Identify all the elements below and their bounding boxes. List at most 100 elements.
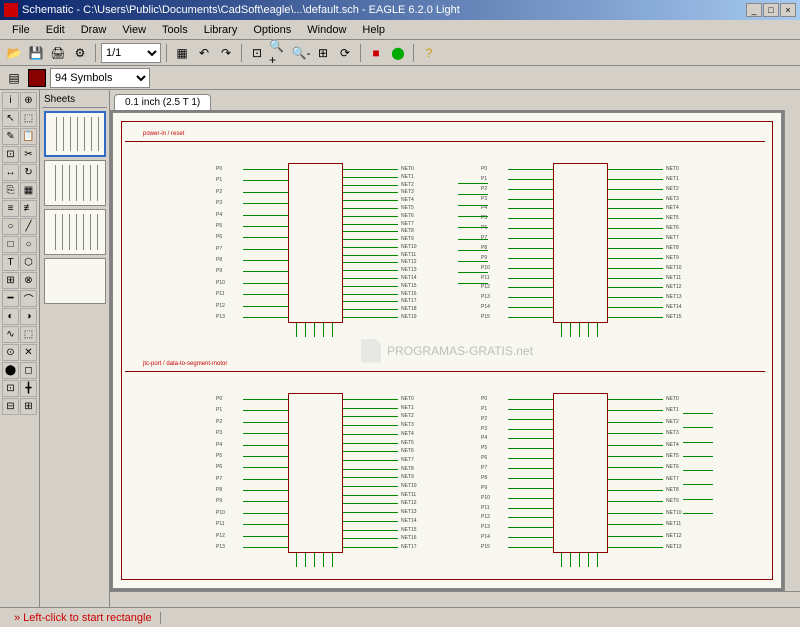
pin-net <box>343 512 398 513</box>
menu-window[interactable]: Window <box>299 22 354 38</box>
undo-icon[interactable]: ↶ <box>194 43 214 63</box>
tool-button-16-0[interactable]: ⊡ <box>2 380 19 397</box>
stop-icon[interactable]: ■ <box>366 43 386 63</box>
tool-button-0-0[interactable]: i <box>2 92 19 109</box>
menu-library[interactable]: Library <box>196 22 246 38</box>
tool-button-10-0[interactable]: ⊞ <box>2 272 19 289</box>
pin-label: NET16 <box>401 535 417 541</box>
tool-button-8-0[interactable]: □ <box>2 236 19 253</box>
tool-button-1-0[interactable]: ↖ <box>2 110 19 127</box>
pin-label: NET0 <box>401 396 414 402</box>
pin-net <box>508 468 553 469</box>
menu-view[interactable]: View <box>114 22 154 38</box>
tool-button-9-1[interactable]: ⬡ <box>20 254 37 271</box>
tool-button-12-0[interactable]: ◐ <box>2 308 19 325</box>
redo-icon[interactable]: ↷ <box>216 43 236 63</box>
print-icon[interactable]: 🖨 <box>48 43 68 63</box>
menu-edit[interactable]: Edit <box>38 22 73 38</box>
layer-color-swatch[interactable] <box>28 69 46 87</box>
tool-button-5-1[interactable]: ▦ <box>20 182 37 199</box>
tool-button-3-0[interactable]: ⊡ <box>2 146 19 163</box>
horizontal-scrollbar[interactable] <box>110 591 800 607</box>
cam-icon[interactable]: ⚙ <box>70 43 90 63</box>
titlebar: Schematic - C:\Users\Public\Documents\Ca… <box>0 0 800 20</box>
vertical-scrollbar[interactable] <box>784 110 800 591</box>
tool-button-12-1[interactable]: ◑ <box>20 308 37 325</box>
pin-net <box>343 451 398 452</box>
help-icon[interactable]: ? <box>419 43 439 63</box>
close-button[interactable]: × <box>780 3 796 17</box>
pin-net <box>608 189 663 190</box>
tool-button-4-1[interactable]: ↻ <box>20 164 37 181</box>
pin-label: NET11 <box>401 252 416 258</box>
sheet-thumb-1[interactable] <box>44 111 106 157</box>
maximize-button[interactable]: □ <box>763 3 779 17</box>
minimize-button[interactable]: _ <box>746 3 762 17</box>
tool-button-11-0[interactable]: ━ <box>2 290 19 307</box>
sheet-thumb-4[interactable] <box>44 258 106 304</box>
menu-tools[interactable]: Tools <box>154 22 196 38</box>
gnd-stub <box>588 323 589 337</box>
tool-button-9-0[interactable]: T <box>2 254 19 271</box>
refresh-icon[interactable]: ⟳ <box>335 43 355 63</box>
tool-button-5-0[interactable]: ⎘ <box>2 182 19 199</box>
tool-button-16-1[interactable]: ╋ <box>20 380 37 397</box>
zoom-out-icon[interactable]: 🔍- <box>291 43 311 63</box>
tool-button-1-1[interactable]: ⬚ <box>20 110 37 127</box>
save-icon[interactable]: 💾 <box>26 43 46 63</box>
zoom-select[interactable]: 1/1 <box>101 43 161 63</box>
schematic-canvas[interactable]: PROGRAMAS-GRATIS.net power-in / resetjtc… <box>112 112 782 589</box>
tool-button-13-1[interactable]: ⬚ <box>20 326 37 343</box>
pin-net <box>608 422 663 423</box>
title-text: Schematic - C:\Users\Public\Documents\Ca… <box>22 4 746 16</box>
zoom-sel-icon[interactable]: ⊞ <box>313 43 333 63</box>
pin-net <box>243 226 288 227</box>
pin-label: NET19 <box>401 314 417 320</box>
tool-button-11-1[interactable]: ⌒ <box>20 290 37 307</box>
menu-help[interactable]: Help <box>354 22 393 38</box>
menu-draw[interactable]: Draw <box>73 22 115 38</box>
pin-label: P14 <box>481 304 490 310</box>
pin-label: NET12 <box>666 284 682 290</box>
pin-label: NET2 <box>666 419 679 425</box>
open-icon[interactable]: 📂 <box>4 43 24 63</box>
pin-net <box>608 445 663 446</box>
tool-button-2-0[interactable]: ✎ <box>2 128 19 145</box>
layers-icon[interactable]: ▤ <box>4 68 24 88</box>
pin-net <box>608 524 663 525</box>
grid-tab[interactable]: 0.1 inch (2.5 T 1) <box>114 94 211 110</box>
tool-button-14-0[interactable]: ⊙ <box>2 344 19 361</box>
tool-button-17-1[interactable]: ⊞ <box>20 398 37 415</box>
board-icon[interactable]: ▦ <box>172 43 192 63</box>
tool-button-15-0[interactable]: ⬤ <box>2 362 19 379</box>
menu-file[interactable]: File <box>4 22 38 38</box>
tool-button-10-1[interactable]: ⊗ <box>20 272 37 289</box>
tool-button-0-1[interactable]: ⊕ <box>20 92 37 109</box>
zoom-fit-icon[interactable]: ⊡ <box>247 43 267 63</box>
layer-select[interactable]: 94 Symbols <box>50 68 150 88</box>
tool-button-14-1[interactable]: ✕ <box>20 344 37 361</box>
menu-options[interactable]: Options <box>245 22 299 38</box>
pin-net <box>508 498 553 499</box>
header-pin <box>458 261 488 262</box>
tool-button-8-1[interactable]: ○ <box>20 236 37 253</box>
tool-button-3-1[interactable]: ✂ <box>20 146 37 163</box>
zoom-in-icon[interactable]: 🔍+ <box>269 43 289 63</box>
pin-net <box>343 216 398 217</box>
go-icon[interactable]: ⬤ <box>388 43 408 63</box>
tool-button-13-0[interactable]: ∿ <box>2 326 19 343</box>
tool-button-17-0[interactable]: ⊟ <box>2 398 19 415</box>
tool-button-7-0[interactable]: ○ <box>2 218 19 235</box>
tool-button-15-1[interactable]: ◻ <box>20 362 37 379</box>
sheet-thumb-2[interactable] <box>44 160 106 206</box>
sheet-thumb-3[interactable] <box>44 209 106 255</box>
header-pin <box>683 513 713 514</box>
tool-button-2-1[interactable]: 📋 <box>20 128 37 145</box>
tool-button-6-1[interactable]: ≢ <box>20 200 37 217</box>
pin-label: P13 <box>481 294 490 300</box>
pin-net <box>508 218 553 219</box>
tool-button-7-1[interactable]: ╱ <box>20 218 37 235</box>
tool-button-6-0[interactable]: ≡ <box>2 200 19 217</box>
pin-net <box>343 425 398 426</box>
tool-button-4-0[interactable]: ↔ <box>2 164 19 181</box>
